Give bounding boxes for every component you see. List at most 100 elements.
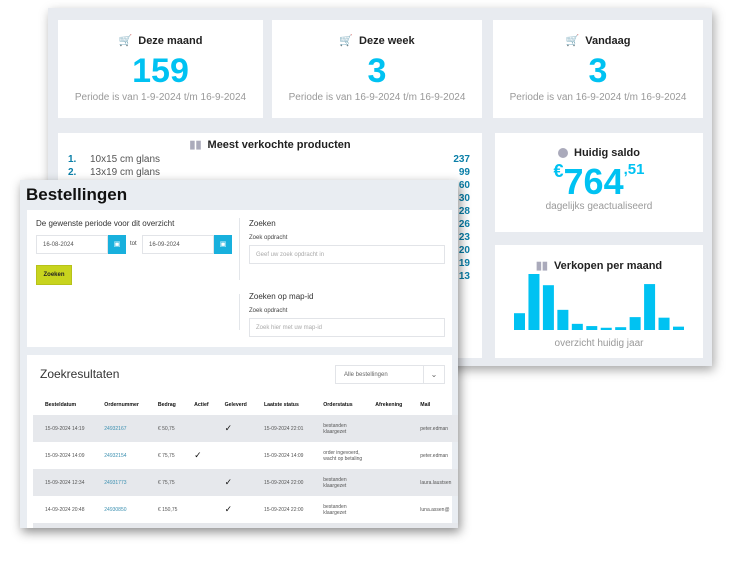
cell-mail: peter.edman bbox=[420, 452, 449, 459]
orders-screenshot: Bestellingen De gewenste periode voor di… bbox=[20, 180, 458, 528]
table-row[interactable]: 15-09-2024 14:19 24932167 € 50,75 ✓ 15-09-20… bbox=[33, 415, 458, 442]
chart-bar bbox=[528, 274, 540, 330]
cell-order[interactable]: 24932167 bbox=[92, 415, 146, 442]
column-header[interactable]: Orderstatus bbox=[323, 402, 353, 408]
table-row[interactable]: 15-09-2024 12:34 24931773 € 75,75 ✓ 15-09-20… bbox=[33, 469, 458, 496]
mapid-title: Zoeken op map-id bbox=[249, 292, 314, 301]
cell-mail: luna.assen@ bbox=[420, 506, 450, 513]
cell-status: bestanden klaargezet bbox=[311, 415, 364, 442]
cell-last: 15-09-2024 22:00 bbox=[251, 469, 312, 496]
table-row[interactable]: 15-09-2024 14:09 24932154 € 75,75 ✓ 15-09-20… bbox=[33, 442, 458, 469]
cell-date: 15-09-2024 14:19 bbox=[33, 415, 93, 442]
card-value: 159 bbox=[132, 52, 189, 90]
column-header[interactable]: Bedrag bbox=[157, 402, 176, 408]
table-header: Besteldatum Ordernummer Bedrag Actief Geleve… bbox=[33, 395, 458, 415]
product-row: 19 bbox=[68, 257, 470, 270]
cell-amount: € 75,75 bbox=[145, 469, 183, 496]
cell-order[interactable]: 24931773 bbox=[92, 469, 146, 496]
cell-delivered: ✓ bbox=[212, 523, 252, 528]
product-row: 26 bbox=[68, 218, 470, 231]
product-row: 13 bbox=[68, 270, 470, 283]
order-filter-select[interactable]: Alle bestellingen ⌄ bbox=[335, 365, 445, 384]
product-rank: 1. bbox=[68, 154, 77, 165]
cell-order[interactable]: 24932154 bbox=[104, 452, 127, 459]
date-to-input[interactable]: 16-09-2024 bbox=[142, 235, 214, 254]
chevron-down-icon[interactable]: ⌄ bbox=[423, 366, 444, 383]
product-row: 23 bbox=[68, 231, 470, 244]
product-count: 237 bbox=[453, 154, 470, 165]
product-row: 20 bbox=[68, 244, 470, 257]
monthly-sales-chart bbox=[514, 274, 684, 330]
balance-amount: €764,51 bbox=[495, 161, 703, 203]
chart-bar bbox=[571, 323, 583, 330]
card-title: Deze week bbox=[359, 34, 415, 47]
cell-status: bestanden klaargezet bbox=[311, 523, 364, 528]
cell-mail: peter.edman bbox=[408, 415, 458, 442]
cell-date: 15-09-2024 14:09 bbox=[45, 452, 85, 459]
table-row[interactable]: 14-09-2024 16:0224929727€ 100,75 ✓15-09-2… bbox=[33, 523, 458, 528]
cell-delivered bbox=[213, 442, 252, 469]
column-header[interactable]: Ordernummer bbox=[104, 402, 139, 408]
search-form: De gewenste periode voor dit overzicht 1… bbox=[27, 210, 452, 347]
card-title: Vandaag bbox=[585, 34, 631, 47]
column-header[interactable]: Besteldatum bbox=[45, 402, 77, 408]
column-header[interactable]: Geleverd bbox=[224, 402, 247, 408]
cell-amount: € 150,75 bbox=[157, 506, 178, 513]
column-header[interactable]: Mail bbox=[420, 402, 431, 408]
monthly-sales-card: ▮▮ Verkopen per maand overzicht huidig ja… bbox=[495, 245, 703, 358]
search-field-label: Zoek opdracht bbox=[249, 235, 288, 241]
cell-date: 15-09-2024 12:34 bbox=[33, 469, 93, 496]
card-period: Periode is van 16-9-2024 t/m 16-9-2024 bbox=[509, 92, 687, 103]
search-title: Zoeken bbox=[249, 219, 276, 228]
cell-active: ✓ bbox=[194, 450, 202, 460]
product-count: 30 bbox=[458, 193, 470, 204]
bar-chart-icon: ▮▮ bbox=[189, 139, 202, 151]
table-row[interactable]: 14-09-2024 20:48 24930850 € 150,75 ✓ 15-09-2… bbox=[33, 496, 458, 523]
cell-status: bestanden klaargezet bbox=[311, 469, 364, 496]
page-title: Bestellingen bbox=[26, 185, 128, 204]
search-input[interactable]: Geef uw zoek opdracht in bbox=[249, 245, 445, 264]
cell-last: 15-09-2024 22:00 bbox=[263, 506, 304, 513]
cell-mail: alexandrabar bbox=[408, 523, 458, 528]
cell-delivered: ✓ bbox=[212, 415, 252, 442]
product-row: 2. 13x19 cm glans 99 bbox=[68, 166, 470, 179]
calendar-icon[interactable]: ▣ bbox=[108, 235, 126, 254]
calendar-icon[interactable]: ▣ bbox=[214, 235, 232, 254]
product-count: 23 bbox=[458, 232, 470, 243]
chart-bar bbox=[557, 309, 569, 330]
column-header[interactable]: Afrekening bbox=[375, 402, 403, 408]
cell-order[interactable]: 24929727 bbox=[92, 523, 146, 528]
product-rank: 2. bbox=[68, 167, 77, 178]
product-row: 30 bbox=[68, 192, 470, 205]
cell-order[interactable]: 24930850 bbox=[104, 506, 127, 513]
cell-amount: € 100,75 bbox=[145, 523, 183, 528]
cell-delivered: ✓ bbox=[224, 504, 233, 514]
cell-afrekening bbox=[363, 496, 408, 523]
date-from-input[interactable]: 16-08-2024 bbox=[36, 235, 108, 254]
chart-bar bbox=[542, 285, 554, 330]
cell-active bbox=[182, 496, 212, 523]
chart-bar bbox=[600, 327, 612, 330]
divider bbox=[239, 294, 240, 330]
card-title: Verkopen per maand bbox=[553, 259, 663, 272]
product-row: 1. 10x15 cm glans 237 bbox=[68, 153, 470, 166]
product-count: 19 bbox=[458, 258, 470, 269]
product-count: 26 bbox=[458, 219, 470, 230]
chart-bar bbox=[615, 327, 627, 330]
cell-last: 15-09-2024 14:09 bbox=[263, 452, 304, 459]
cell-status: order ingevoerd, wacht op betaling bbox=[323, 449, 363, 462]
cart-icon: 🛒 bbox=[565, 35, 580, 47]
cell-active bbox=[182, 469, 213, 496]
mapid-input[interactable]: Zoek hier met uw map-id bbox=[249, 318, 445, 337]
cell-amount: € 75,75 bbox=[157, 452, 175, 459]
cart-icon: 🛒 bbox=[339, 35, 354, 47]
results-title: Zoekresultaten bbox=[40, 367, 120, 381]
cell-status: bestanden klaargezet bbox=[323, 503, 347, 516]
column-header[interactable]: Actief bbox=[194, 402, 209, 408]
product-row: 60 bbox=[68, 179, 470, 192]
column-header[interactable]: Laatste status bbox=[263, 402, 299, 408]
search-button[interactable]: Zoeken bbox=[36, 265, 72, 285]
chart-bar bbox=[658, 317, 670, 330]
card-period: Periode is van 16-9-2024 t/m 16-9-2024 bbox=[288, 92, 466, 103]
product-count: 28 bbox=[458, 206, 470, 217]
